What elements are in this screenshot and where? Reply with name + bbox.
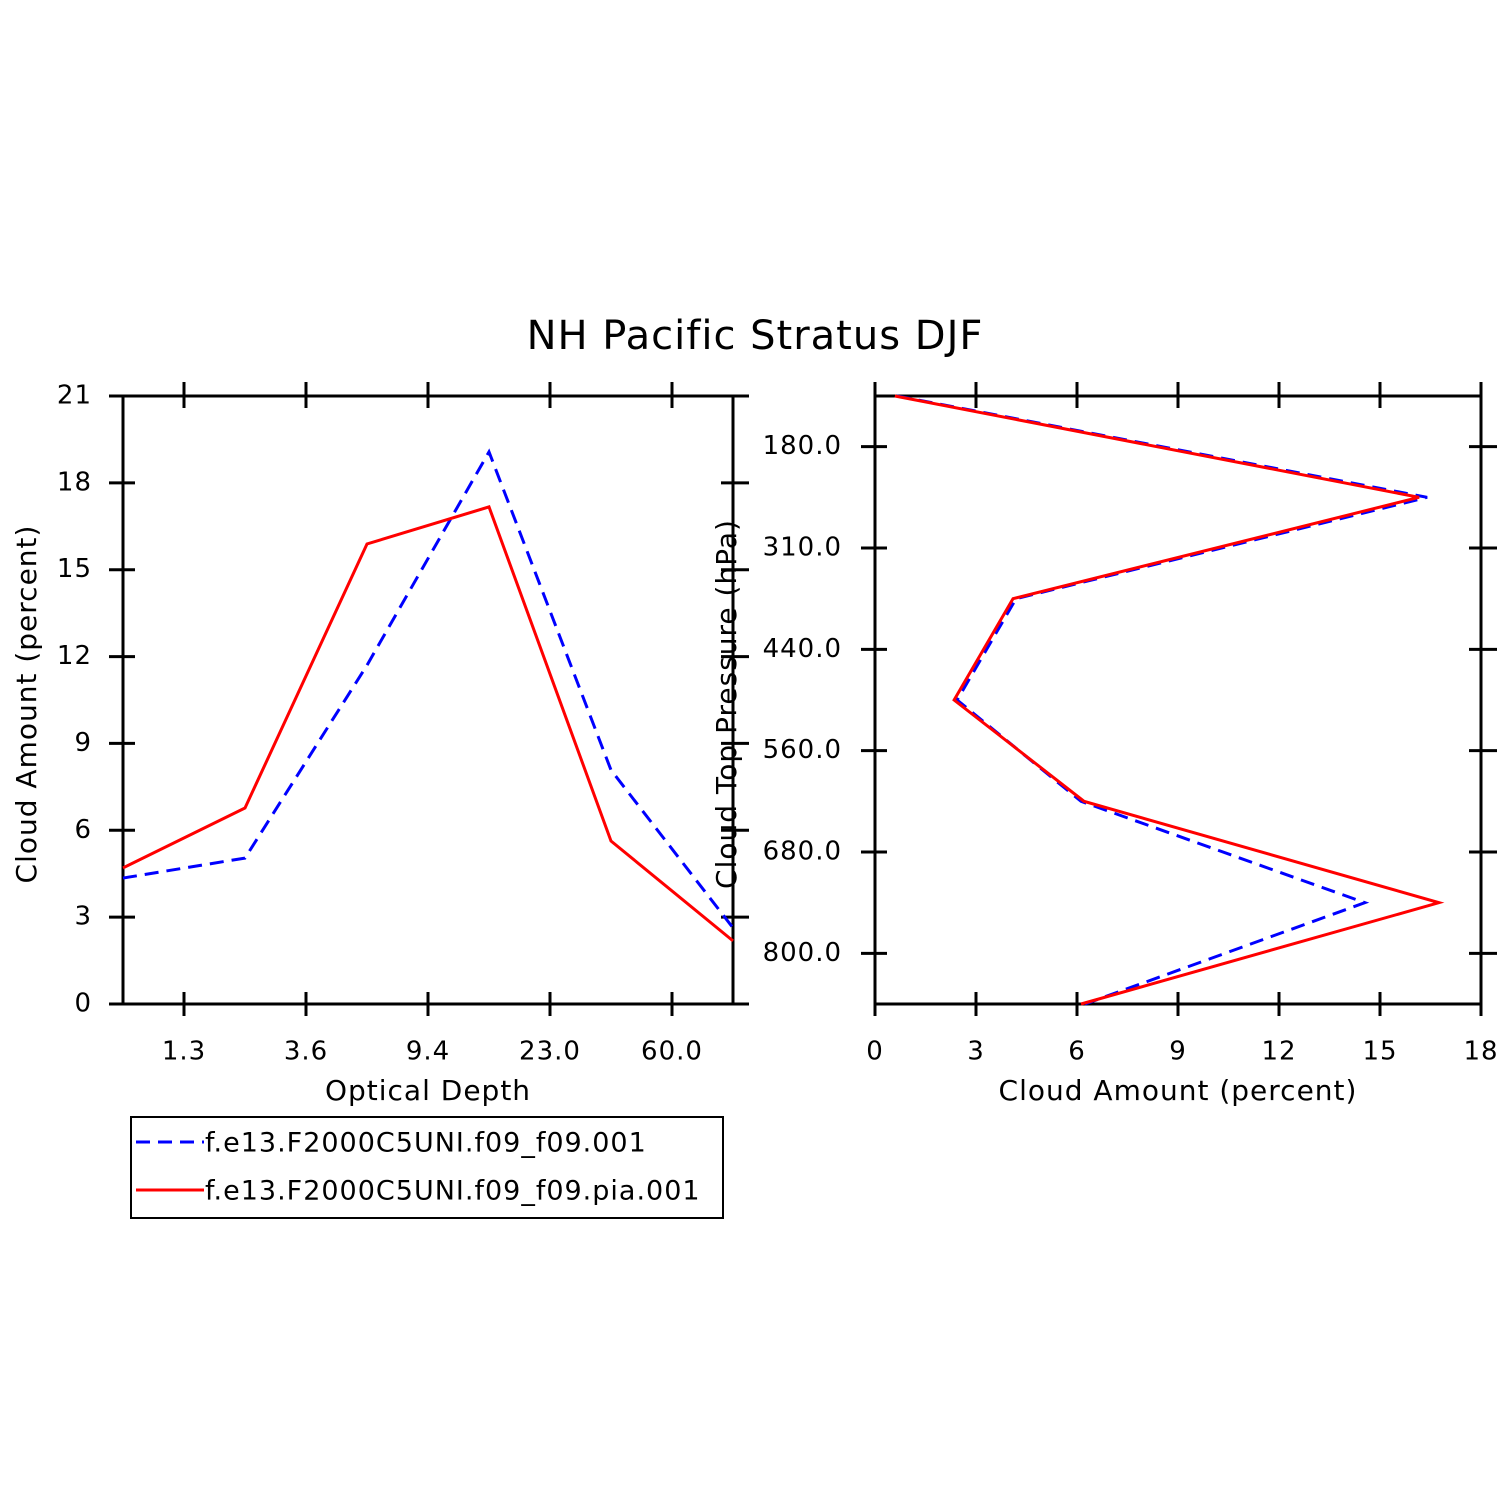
figure-title: NH Pacific Stratus DJF — [527, 313, 984, 359]
x-axis-label: Optical Depth — [325, 1074, 531, 1107]
y-tick-label: 6 — [74, 815, 92, 845]
y-tick-label: 180.0 — [763, 431, 842, 461]
y-tick-label: 15 — [57, 554, 92, 584]
x-tick-label: 15 — [1362, 1037, 1397, 1067]
x-tick-label: 6 — [1068, 1037, 1086, 1067]
y-tick-label: 440.0 — [763, 634, 842, 664]
y-tick-label: 800.0 — [763, 938, 842, 968]
y-axis-label: Cloud Top Pressure (hPa) — [710, 519, 743, 889]
y-tick-label: 0 — [74, 989, 92, 1019]
series-line — [122, 505, 734, 943]
legend-box — [130, 1116, 724, 1219]
y-tick-label: 310.0 — [763, 533, 842, 563]
series-line — [894, 394, 1445, 1006]
series-line — [896, 394, 1428, 1006]
y-tick-label: 21 — [57, 381, 92, 411]
x-tick-label: 18 — [1463, 1037, 1498, 1067]
legend-label: f.e13.F2000C5UNI.f09_f09.pia.001 — [205, 1176, 701, 1207]
y-tick-label: 9 — [74, 728, 92, 758]
y-tick-label: 3 — [74, 902, 92, 932]
x-tick-label: 9 — [1169, 1037, 1187, 1067]
x-tick-label: 0 — [866, 1037, 884, 1067]
x-tick-label: 23.0 — [519, 1037, 581, 1067]
x-tick-label: 3 — [967, 1037, 985, 1067]
y-tick-label: 12 — [57, 641, 92, 671]
y-tick-label: 18 — [57, 467, 92, 497]
y-axis-label: Cloud Amount (percent) — [10, 525, 43, 884]
x-axis-label: Cloud Amount (percent) — [999, 1074, 1358, 1107]
x-tick-label: 60.0 — [641, 1037, 703, 1067]
x-tick-label: 9.4 — [406, 1037, 450, 1067]
legend-label: f.e13.F2000C5UNI.f09_f09.001 — [205, 1128, 647, 1159]
plot-frame — [121, 394, 735, 1006]
x-tick-label: 1.3 — [162, 1037, 206, 1067]
y-tick-label: 560.0 — [763, 735, 842, 765]
plot-frame — [873, 394, 1483, 1006]
x-tick-label: 12 — [1261, 1037, 1296, 1067]
series-line — [122, 448, 735, 929]
x-tick-label: 3.6 — [284, 1037, 328, 1067]
y-tick-label: 680.0 — [763, 837, 842, 867]
